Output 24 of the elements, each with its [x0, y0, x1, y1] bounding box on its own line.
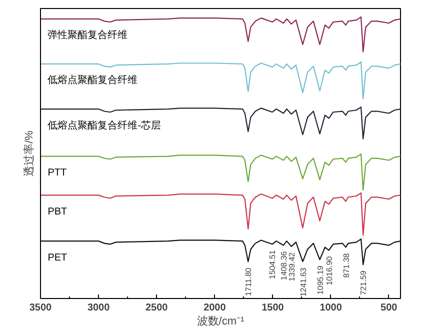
- annotation: 1504.51: [268, 250, 278, 280]
- annotation: 1241.63: [298, 267, 308, 297]
- series-label: 低熔点聚酯复合纤维-芯层: [48, 119, 162, 132]
- x-tick-label: 1500: [262, 302, 284, 314]
- annotation: 1095.19: [316, 265, 325, 295]
- series-label: PBT: [48, 206, 68, 218]
- y-axis-title: 透过率/%: [22, 130, 36, 176]
- series-label: 低熔点聚酯复合纤维: [48, 74, 138, 86]
- annotation: 721.59: [359, 270, 368, 296]
- annotation: 871.38: [342, 252, 351, 278]
- annotation: 1016.90: [324, 256, 334, 286]
- annotation: 1408.36: [279, 250, 288, 280]
- x-tick-label: 2500: [146, 302, 168, 314]
- series-label: PTT: [48, 168, 67, 179]
- x-tick-label: 3000: [87, 302, 110, 314]
- annotation: 1339.42: [287, 252, 296, 282]
- x-tick-label: 2000: [204, 302, 226, 314]
- x-tick-label: 3500: [29, 302, 52, 314]
- series-label: 弹性聚酯复合纤维: [48, 29, 128, 42]
- x-tick-label: 500: [380, 302, 398, 314]
- annotation: 1711.80: [244, 267, 254, 296]
- x-axis-title: 波数/cm⁻¹: [196, 314, 245, 328]
- series-label: PET: [48, 252, 68, 264]
- x-tick-label: 1000: [320, 302, 342, 314]
